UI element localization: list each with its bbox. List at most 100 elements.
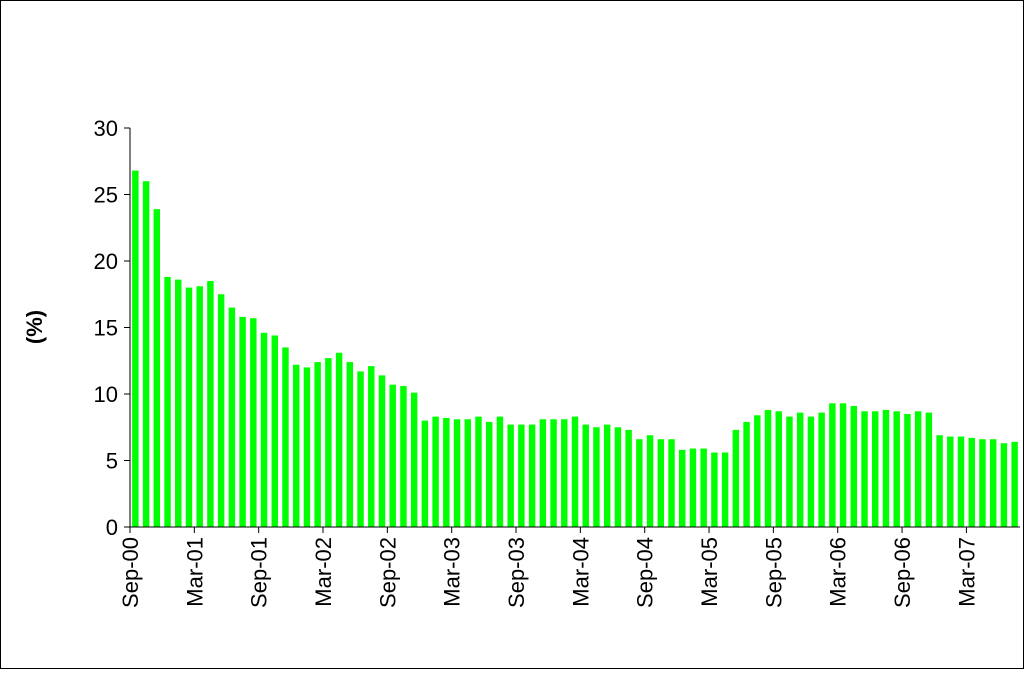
bar — [507, 424, 514, 527]
x-tick-label: Mar-07 — [954, 537, 979, 607]
bar — [368, 366, 375, 527]
bar — [561, 419, 568, 527]
bar — [250, 318, 257, 527]
bar — [1011, 441, 1018, 527]
bar — [850, 405, 858, 527]
bar — [132, 170, 139, 527]
bar — [410, 392, 418, 527]
bar — [228, 307, 236, 527]
x-tick-label: Sep-01 — [247, 537, 272, 608]
x-tick-label: Mar-05 — [697, 537, 722, 607]
bar — [314, 362, 321, 527]
bar — [357, 371, 364, 527]
bar — [646, 435, 654, 527]
bar — [217, 294, 225, 527]
y-tick-label: 25 — [94, 183, 118, 208]
bar — [829, 403, 836, 527]
bar — [754, 415, 761, 527]
bar — [947, 436, 954, 527]
bar — [443, 417, 450, 527]
bar — [303, 367, 311, 527]
bar — [700, 448, 707, 527]
x-tick-label: Sep-06 — [890, 537, 915, 608]
bar — [164, 276, 171, 527]
bar — [968, 437, 975, 527]
bar — [786, 416, 793, 527]
bar — [175, 279, 182, 527]
bar — [496, 416, 504, 527]
y-tick-label: 5 — [106, 449, 118, 474]
bar — [453, 419, 461, 527]
bar — [185, 287, 193, 527]
bar — [957, 436, 965, 527]
x-tick-label: Sep-02 — [375, 537, 400, 608]
x-tick-label: Mar-01 — [182, 537, 207, 607]
bar — [914, 411, 922, 527]
bar — [872, 411, 879, 527]
bar — [679, 449, 686, 527]
bar — [582, 424, 589, 527]
bar — [603, 424, 611, 527]
bar — [593, 427, 600, 527]
bar — [936, 435, 943, 527]
bar — [882, 409, 890, 527]
bar — [142, 181, 150, 527]
bar — [260, 332, 268, 527]
bar — [400, 386, 407, 527]
bar — [335, 352, 343, 527]
bar — [153, 209, 161, 527]
bar — [668, 439, 675, 527]
x-tick-label: Mar-02 — [311, 537, 336, 607]
x-tick-label: Sep-05 — [761, 537, 786, 608]
bar — [464, 419, 471, 527]
bar — [979, 439, 986, 527]
bar — [818, 412, 825, 527]
bar — [807, 416, 815, 527]
bar — [486, 421, 493, 527]
bar — [292, 364, 300, 527]
bar — [550, 419, 557, 527]
x-tick-label: Mar-06 — [826, 537, 851, 607]
y-tick-label: 0 — [106, 515, 118, 540]
bar — [271, 335, 278, 527]
bar — [636, 439, 643, 527]
bar — [743, 421, 750, 527]
y-axis-label: (%) — [22, 310, 47, 344]
x-tick-label: Mar-03 — [440, 537, 465, 607]
bar — [689, 448, 697, 527]
bar — [346, 362, 354, 527]
bar — [475, 416, 482, 527]
bar — [432, 416, 439, 527]
bar — [775, 411, 782, 527]
bar — [657, 439, 664, 527]
bar — [839, 403, 847, 527]
bar — [625, 429, 632, 527]
bar — [539, 419, 547, 527]
bar — [732, 429, 740, 527]
bar — [925, 412, 933, 527]
x-tick-label: Sep-00 — [118, 537, 143, 608]
bar — [861, 411, 868, 527]
bar — [378, 375, 386, 527]
bar — [196, 286, 203, 527]
bar — [239, 316, 246, 527]
bar — [796, 412, 804, 527]
y-tick-label: 15 — [94, 316, 118, 341]
bar — [764, 409, 772, 527]
bar — [614, 427, 622, 527]
bar — [893, 411, 900, 527]
bar — [571, 416, 579, 527]
bar — [989, 439, 997, 527]
bar — [904, 413, 911, 527]
bar — [711, 452, 718, 527]
bar — [421, 420, 429, 527]
bar — [389, 384, 396, 527]
x-tick-label: Sep-03 — [504, 537, 529, 608]
bar — [325, 358, 332, 527]
bar — [528, 424, 536, 527]
y-tick-label: 30 — [94, 116, 118, 141]
y-tick-label: 10 — [94, 382, 118, 407]
bar — [282, 347, 289, 527]
x-tick-label: Mar-04 — [568, 537, 593, 607]
